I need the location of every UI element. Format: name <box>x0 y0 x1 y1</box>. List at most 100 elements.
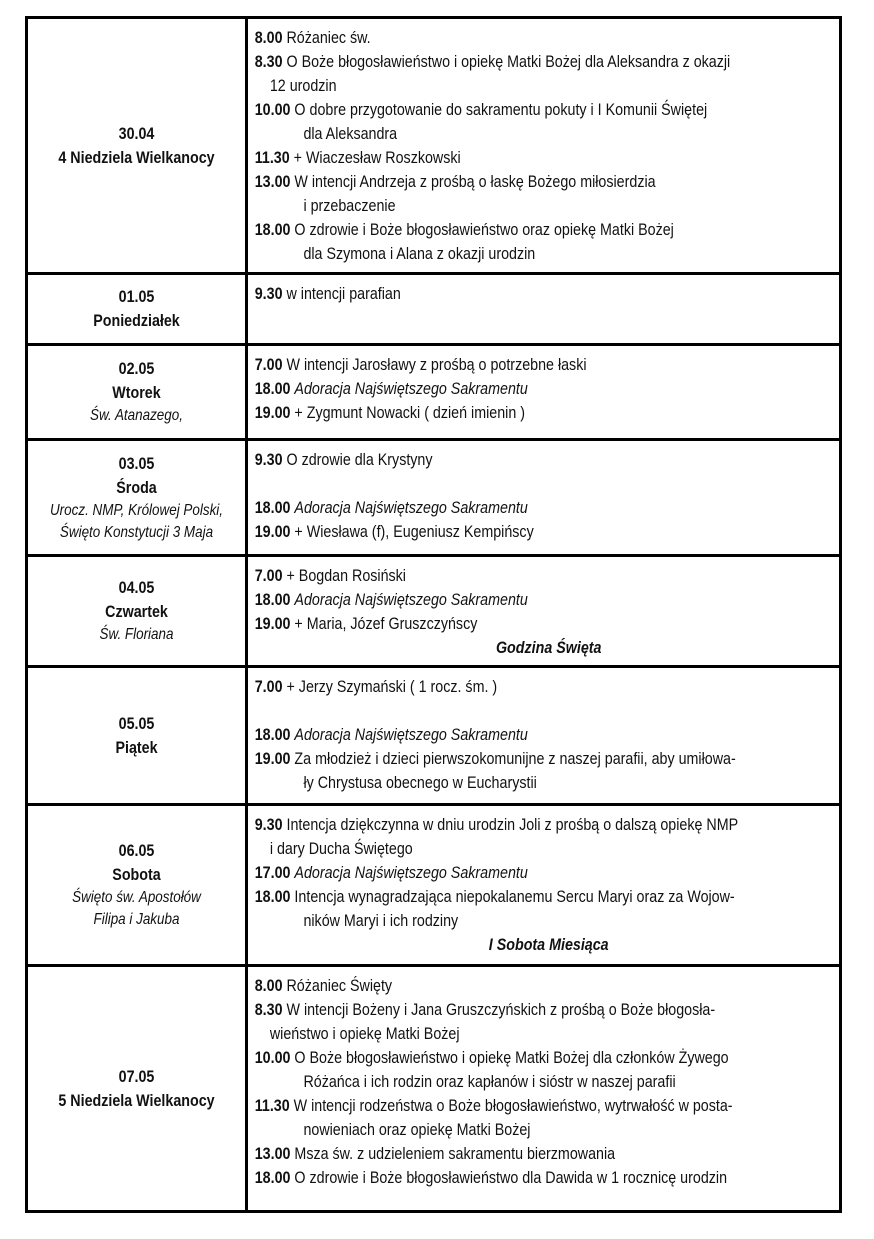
intention-text: ły Chrystusa obecnego w Eucharystii <box>303 773 537 792</box>
intention-text: O Boże błogosławieństwo i opiekę Matki B… <box>294 1048 729 1067</box>
time: 11.30 <box>254 148 290 167</box>
day-row: 07.05 5 Niedziela Wielkanocy 8.00 Różaniec… <box>28 964 839 1210</box>
note: I Sobota Miesiąca <box>488 935 609 954</box>
intention-text: Różańca i ich rodzin oraz kapłanów i sió… <box>303 1072 676 1091</box>
intention-line: 18.00 Adoracja Najświętszego Sakramentu <box>255 377 839 401</box>
intention-text: Adoracja Najświętszego Sakramentu <box>294 863 528 882</box>
intention-text: w intencji parafian <box>286 284 401 303</box>
intention-line: 7.00 + Jerzy Szymański ( 1 rocz. śm. ) <box>255 675 839 699</box>
day-row: 05.05 Piątek 7.00 + Jerzy Szymański ( 1 ro… <box>28 665 839 803</box>
intention-line: Różańca i ich rodzin oraz kapłanów i sió… <box>255 1070 839 1094</box>
intention-text: O zdrowie dla Krystyny <box>286 450 433 469</box>
day-cell: 03.05 Środa Urocz. NMP, Królowej Polski, Św… <box>28 441 248 554</box>
intention-text: dla Szymona i Alana z okazji urodzin <box>303 244 536 263</box>
intention-line: dla Aleksandra <box>255 122 839 146</box>
intention-line: 12 urodzin <box>255 74 839 98</box>
intention-line: 10.00 O dobre przygotowanie do sakrament… <box>255 98 839 122</box>
intention-text: + Jerzy Szymański ( 1 rocz. śm. ) <box>286 677 498 696</box>
intention-line: 9.30 w intencji parafian <box>255 282 839 306</box>
intention-text: Intencja wynagradzająca niepokalanemu Se… <box>294 887 735 906</box>
intention-line: 10.00 O Boże błogosławieństwo i opiekę M… <box>255 1046 839 1070</box>
intention-text: + Bogdan Rosiński <box>286 566 406 585</box>
intention-line: 18.00 O zdrowie i Boże błogosławieństwo … <box>255 218 839 242</box>
date: 07.05 <box>118 1066 155 1086</box>
time: 13.00 <box>254 1144 291 1163</box>
intention-line: 9.30 Intencja dziękczynna w dniu urodzin… <box>255 813 839 837</box>
intentions-cell: 9.30 O zdrowie dla Krystyny 18.00 Adoracj… <box>248 441 839 554</box>
time: 18.00 <box>254 725 291 744</box>
intentions-list: 8.00 Różaniec św. 8.30 O Boże błogosławie… <box>248 26 839 266</box>
note: Godzina Święta <box>495 638 602 657</box>
intention-text: i przebaczenie <box>303 196 396 215</box>
intention-text: W intencji Jarosławy z prośbą o potrzebn… <box>286 355 587 374</box>
feast: Św. Floriana <box>99 626 174 643</box>
time: 8.30 <box>254 52 283 71</box>
time: 10.00 <box>254 100 291 119</box>
day-row: 06.05 Sobota Święto św. Apostołów Filipa i … <box>28 803 839 964</box>
intention-text: O zdrowie i Boże błogosławieństwo dla Da… <box>294 1168 728 1187</box>
date: 02.05 <box>118 359 155 378</box>
intention-text: + Zygmunt Nowacki ( dzień imienin ) <box>294 403 525 422</box>
day-label: 02.05 Wtorek Św. Atanazego, <box>45 357 227 427</box>
intention-line: 8.00 Różaniec Święty <box>255 974 839 998</box>
intention-line: 11.30 + Wiaczesław Roszkowski <box>255 146 839 170</box>
feast: Święto św. Apostołów Filipa i Jakuba <box>72 889 201 928</box>
intention-line: 18.00 Adoracja Najświętszego Sakramentu <box>255 588 839 612</box>
intention-line: 13.00 Msza św. z udzieleniem sakramentu … <box>255 1142 839 1166</box>
time: 18.00 <box>254 220 291 239</box>
intention-text: Różaniec św. <box>286 28 371 47</box>
intention-text: O Boże błogosławieństwo i opiekę Matki B… <box>286 52 731 71</box>
intention-text: ników Maryi i ich rodziny <box>303 911 459 930</box>
intention-text: + Wiesława (f), Eugeniusz Kempińscy <box>294 522 534 541</box>
day-label: 06.05 Sobota Święto św. Apostołów Filipa i … <box>45 839 227 931</box>
intention-line: wieństwo i opiekę Matki Bożej <box>255 1022 839 1046</box>
day-label: 04.05 Czwartek Św. Floriana <box>45 576 227 646</box>
time: 19.00 <box>254 749 291 768</box>
intentions-list: 7.00 + Bogdan Rosiński 18.00 Adoracja Naj… <box>248 564 839 660</box>
intentions-list: 9.30 w intencji parafian <box>248 282 839 306</box>
day-label: 30.04 4 Niedziela Wielkanocy <box>45 122 227 170</box>
time: 9.30 <box>254 284 283 303</box>
time: 8.30 <box>254 1000 283 1019</box>
intention-text: Różaniec Święty <box>286 976 393 995</box>
time: 9.30 <box>254 450 283 469</box>
intention-text: Adoracja Najświętszego Sakramentu <box>294 725 528 744</box>
day-label: 07.05 5 Niedziela Wielkanocy <box>45 1065 227 1113</box>
date: 03.05 <box>118 453 155 473</box>
day-cell: 04.05 Czwartek Św. Floriana <box>28 557 248 665</box>
time: 19.00 <box>254 614 291 633</box>
intention-line: 18.00 Adoracja Najświętszego Sakramentu <box>255 723 839 747</box>
time: 11.30 <box>254 1096 290 1115</box>
time: 19.00 <box>254 522 291 541</box>
time: 7.00 <box>254 677 283 696</box>
time: 13.00 <box>254 172 291 191</box>
day-name: Środa <box>116 477 157 497</box>
intention-line: ły Chrystusa obecnego w Eucharystii <box>255 771 839 795</box>
date: 04.05 <box>118 578 155 597</box>
day-cell: 06.05 Sobota Święto św. Apostołów Filipa i … <box>28 806 248 964</box>
intentions-list: 8.00 Różaniec Święty 8.30 W intencji Boże… <box>248 974 839 1190</box>
intention-line: 17.00 Adoracja Najświętszego Sakramentu <box>255 861 839 885</box>
intention-text: + Maria, Józef Gruszczyńscy <box>294 614 478 633</box>
intentions-list: 9.30 O zdrowie dla Krystyny 18.00 Adoracj… <box>248 448 839 544</box>
time: 8.00 <box>254 976 283 995</box>
intentions-cell: 7.00 + Bogdan Rosiński 18.00 Adoracja Naj… <box>248 557 839 665</box>
intention-line <box>255 472 839 496</box>
intention-text: Za młodzież i dzieci pierwszokomunijne z… <box>294 749 736 768</box>
day-name: Sobota <box>112 865 161 884</box>
intention-line: 11.30 W intencji rodzeństwa o Boże błogo… <box>255 1094 839 1118</box>
day-cell: 30.04 4 Niedziela Wielkanocy <box>28 19 248 272</box>
intention-text: Intencja dziękczynna w dniu urodzin Joli… <box>286 815 739 834</box>
intentions-list: 7.00 W intencji Jarosławy z prośbą o pot… <box>248 353 839 425</box>
intention-line: 8.00 Różaniec św. <box>255 26 839 50</box>
intention-text: O dobre przygotowanie do sakramentu poku… <box>294 100 708 119</box>
date: 30.04 <box>118 123 155 143</box>
feast: Urocz. NMP, Królowej Polski, Święto Konst… <box>49 501 224 541</box>
intention-text: + Wiaczesław Roszkowski <box>293 148 461 167</box>
intention-line: dla Szymona i Alana z okazji urodzin <box>255 242 839 266</box>
intention-line: 7.00 + Bogdan Rosiński <box>255 564 839 588</box>
intention-text: Adoracja Najświętszego Sakramentu <box>294 379 528 398</box>
day-name: 4 Niedziela Wielkanocy <box>58 147 215 167</box>
intentions-cell: 9.30 w intencji parafian <box>248 275 839 343</box>
intention-line: 8.30 O Boże błogosławieństwo i opiekę Ma… <box>255 50 839 74</box>
